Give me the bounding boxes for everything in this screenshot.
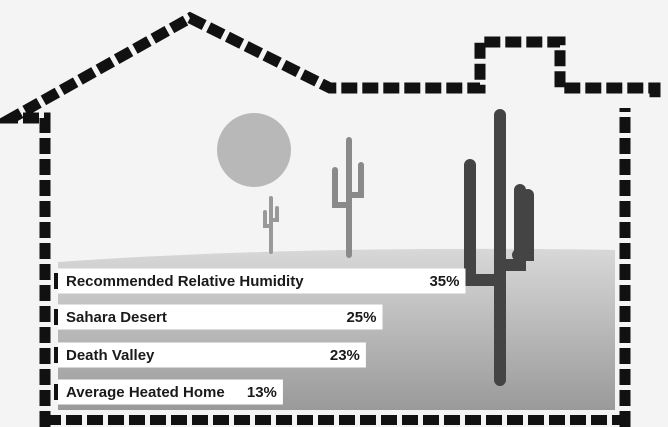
value-label: 13% bbox=[247, 384, 277, 401]
value-label: 23% bbox=[330, 347, 360, 364]
chart: Recommended Relative Humidity 35% Sahara D… bbox=[0, 0, 668, 427]
bar-tab bbox=[54, 384, 58, 400]
value-label: 35% bbox=[429, 273, 459, 290]
category-label: Recommended Relative Humidity bbox=[66, 273, 304, 290]
bar-tab bbox=[54, 347, 58, 363]
bar-tab bbox=[54, 309, 58, 325]
bar-tab bbox=[54, 273, 58, 289]
sun bbox=[217, 113, 291, 187]
value-label: 25% bbox=[346, 309, 376, 326]
category-label: Sahara Desert bbox=[66, 309, 167, 326]
category-label: Average Heated Home bbox=[66, 384, 225, 401]
category-label: Death Valley bbox=[66, 347, 155, 364]
